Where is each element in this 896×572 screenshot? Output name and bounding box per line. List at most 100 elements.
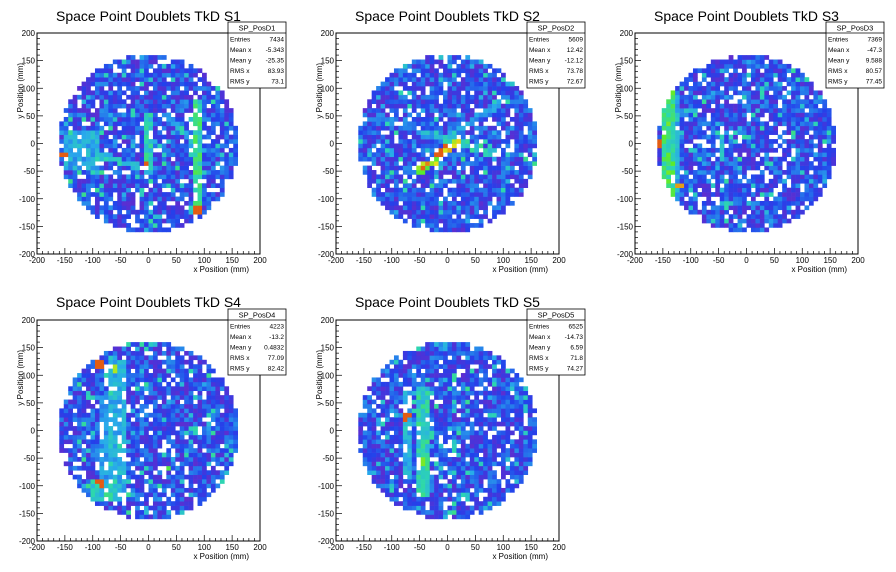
heatmap-cell [675, 178, 680, 184]
heatmap-cell [666, 143, 671, 149]
heatmap-cell [527, 165, 533, 171]
heatmap-cell [117, 496, 123, 502]
heatmap-cell [429, 205, 435, 211]
heatmap-cell [81, 412, 87, 418]
heatmap-cell [701, 68, 707, 74]
heatmap-cell [469, 192, 475, 197]
heatmap-cell [206, 108, 212, 113]
heatmap-cell [768, 187, 774, 193]
heatmap-cell [215, 434, 221, 440]
heatmap-cell [813, 178, 819, 184]
heatmap-cell [139, 94, 145, 100]
heatmap-cell [144, 412, 149, 418]
heatmap-cell [148, 373, 154, 378]
heatmap-cell [161, 510, 167, 515]
heatmap-cell [750, 139, 756, 144]
heatmap-cell [813, 165, 819, 171]
heatmap-cell [197, 68, 203, 74]
heatmap-cell [451, 223, 457, 228]
heatmap-cell [99, 377, 105, 383]
heatmap-cell [202, 381, 207, 387]
heatmap-cell [737, 103, 743, 109]
heatmap-cell [411, 72, 417, 78]
heatmap-cell [527, 134, 533, 140]
heatmap-cell [188, 492, 194, 498]
heatmap-cell [679, 183, 685, 188]
heatmap-cell [826, 121, 832, 127]
heatmap-cell [121, 487, 127, 493]
heatmap-cell [782, 63, 787, 69]
heatmap-cell [94, 143, 100, 149]
heatmap-cell [179, 479, 185, 484]
heatmap-cell [179, 187, 185, 193]
heatmap-cell [108, 152, 114, 158]
heatmap-cell [688, 86, 694, 91]
heatmap-cell [161, 81, 167, 87]
heatmap-cell [152, 439, 158, 445]
heatmap-cell [501, 147, 506, 153]
heatmap-cell [692, 112, 698, 118]
heatmap-cell [228, 452, 234, 458]
heatmap-cell [197, 373, 203, 378]
heatmap-cell [509, 174, 515, 180]
heatmap-cell [112, 152, 118, 158]
heatmap-cell [184, 218, 189, 224]
heatmap-cell [130, 408, 136, 414]
heatmap-cell [90, 386, 96, 392]
heatmap-cell [402, 125, 408, 131]
heatmap-cell [750, 196, 756, 202]
heatmap-cell [402, 72, 408, 78]
heatmap-cell [161, 108, 167, 113]
heatmap-cell [742, 196, 747, 202]
heatmap-cell [193, 421, 198, 427]
heatmap-cell [469, 99, 475, 105]
heatmap-cell [99, 479, 105, 484]
heatmap-cell [206, 143, 212, 149]
heatmap-cell [94, 192, 100, 197]
heatmap-cell [469, 152, 475, 158]
heatmap-cell [817, 152, 823, 158]
heatmap-cell [407, 183, 413, 188]
heatmap-cell [715, 130, 721, 135]
heatmap-cell [117, 421, 123, 427]
heatmap-cell [166, 434, 172, 440]
heatmap-cell [527, 121, 533, 127]
heatmap-cell [126, 350, 131, 356]
heatmap-cell [443, 143, 448, 149]
heatmap-cell [170, 214, 176, 219]
heatmap-cell [813, 174, 819, 180]
heatmap-cell [380, 174, 386, 180]
heatmap-cell [719, 192, 725, 197]
heatmap-cell [786, 196, 792, 202]
heatmap-cell [161, 112, 167, 118]
heatmap-cell [121, 121, 127, 127]
heatmap-cell [81, 487, 87, 493]
heatmap-cell [99, 143, 105, 149]
heatmap-cell [94, 390, 100, 396]
heatmap-cell [202, 103, 207, 109]
heatmap-cell [496, 170, 502, 175]
heatmap-cell [139, 152, 145, 158]
heatmap-cell [179, 359, 185, 365]
heatmap-cell [737, 223, 743, 228]
heatmap-cell [197, 368, 203, 374]
heatmap-cell [795, 134, 801, 140]
heatmap-cell [416, 130, 422, 135]
heatmap-cell [126, 514, 131, 520]
heatmap-cell [188, 152, 194, 158]
heatmap-cell [786, 112, 792, 118]
heatmap-cell [202, 152, 207, 158]
heatmap-cell [733, 125, 738, 131]
heatmap-cell [117, 200, 123, 206]
heatmap-cell [443, 139, 448, 144]
heatmap-cell [777, 90, 783, 96]
heatmap-cell [393, 147, 399, 153]
heatmap-cell [72, 165, 78, 171]
heatmap-cell [99, 152, 105, 158]
heatmap-cell [443, 125, 448, 131]
heatmap-cell [416, 63, 422, 69]
heatmap-cell [786, 187, 792, 193]
heatmap-cell [215, 430, 221, 436]
heatmap-cell [135, 395, 140, 400]
heatmap-cell [161, 134, 167, 140]
